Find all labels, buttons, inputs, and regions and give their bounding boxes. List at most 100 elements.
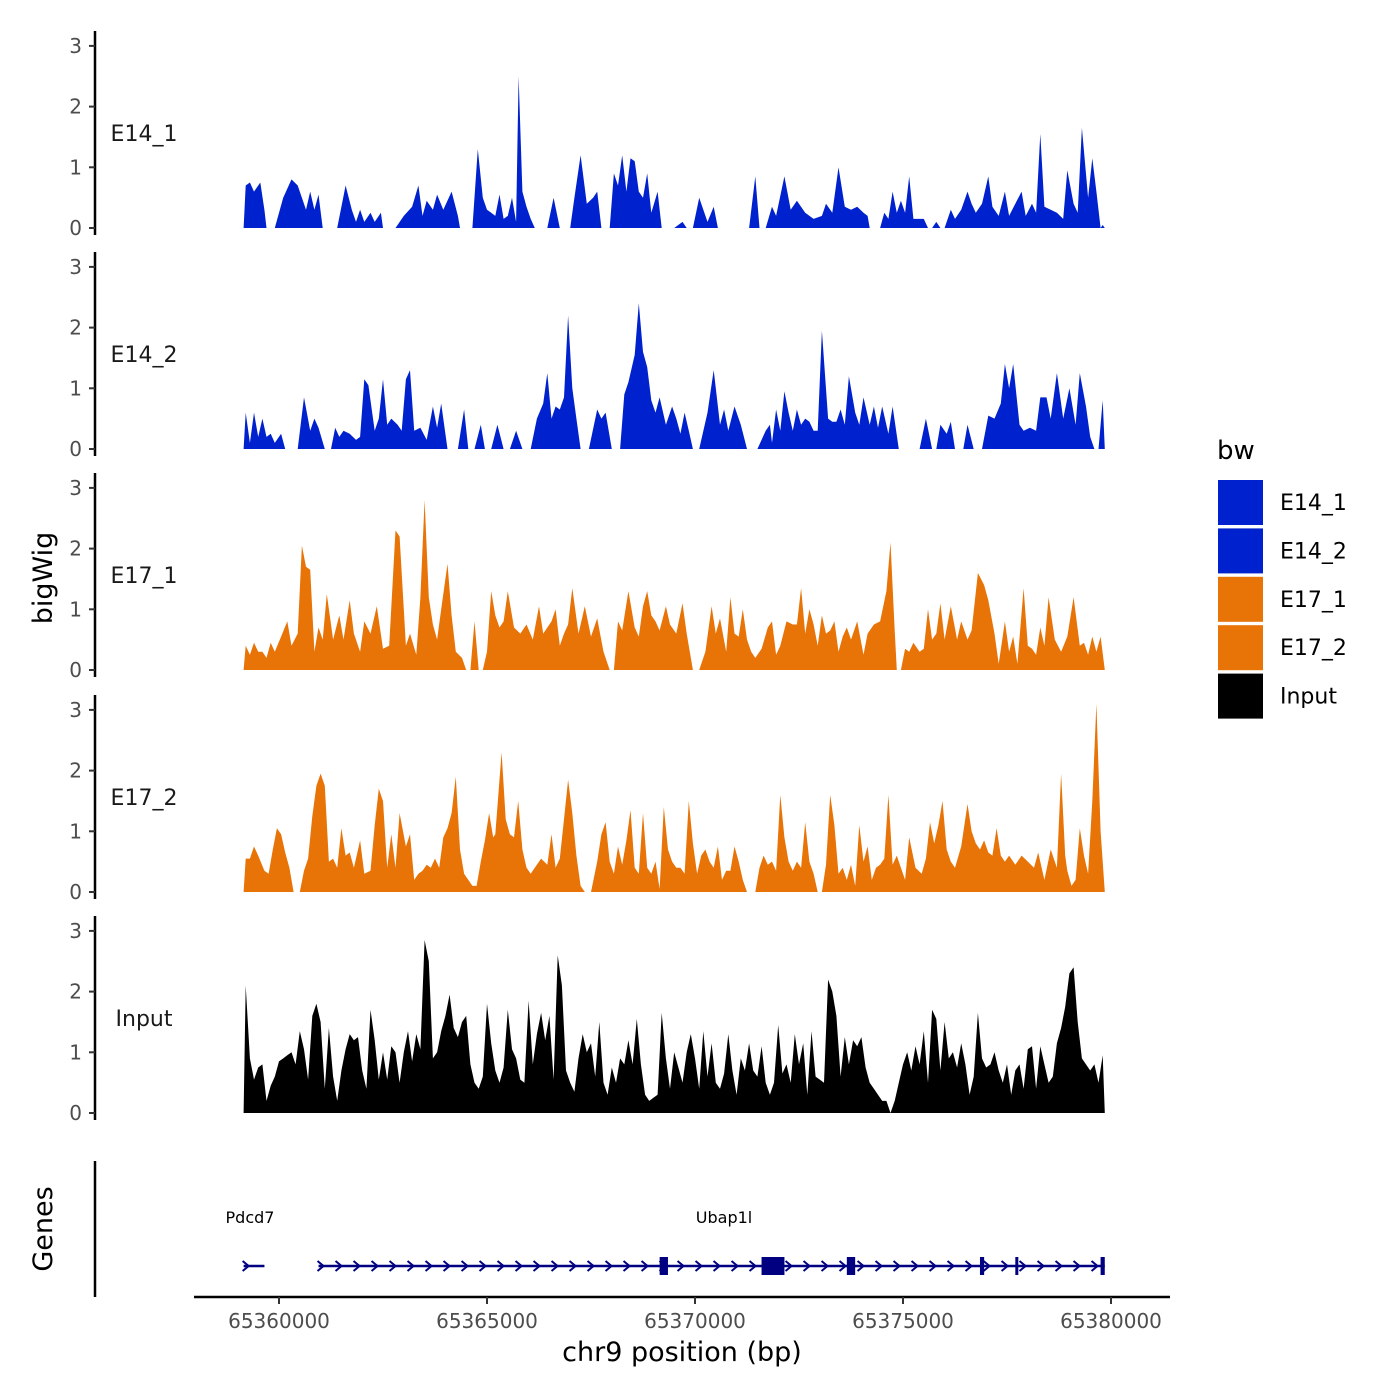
legend-item: E14_1	[1218, 480, 1347, 525]
x-axis-title: chr9 position (bp)	[562, 1337, 802, 1368]
signal-area-e14-2	[243, 303, 1105, 449]
strand-arrow	[352, 1260, 362, 1272]
y-tick-label: 2	[69, 316, 82, 340]
strand-arrow	[1000, 1260, 1010, 1272]
gene-label: Ubap1l	[696, 1208, 752, 1227]
strand-arrow	[1090, 1260, 1100, 1272]
gene-ubap1l: Ubap1l	[316, 1208, 1105, 1275]
track-e14-1: 0 1 2 3 E14_1	[69, 31, 1105, 240]
legend-label: E17_2	[1280, 636, 1347, 661]
strand-arrow	[514, 1260, 524, 1272]
gene-pdcd7: Pdcd7	[226, 1208, 275, 1272]
strand-arrow	[496, 1260, 506, 1272]
legend-swatch	[1218, 480, 1263, 525]
x-tick-label: 65380000	[1060, 1309, 1162, 1333]
exon	[979, 1257, 985, 1275]
signal-area-input	[243, 940, 1105, 1113]
strand-arrow	[964, 1260, 974, 1272]
strand-arrow	[241, 1260, 251, 1272]
y-tick-label: 1	[69, 376, 82, 400]
x-tick-label: 65360000	[228, 1309, 330, 1333]
track-label: E17_2	[111, 786, 178, 811]
legend-label: E17_1	[1280, 588, 1347, 613]
signal-area-e14-1	[243, 76, 1105, 228]
legend-swatch	[1218, 625, 1263, 671]
strand-arrow	[946, 1260, 956, 1272]
track-e17-2: 0 1 2 3 E17_2	[69, 695, 1105, 904]
y-axis-title: bigWig	[28, 532, 59, 625]
gene-label: Pdcd7	[226, 1208, 275, 1227]
y-tick-label: 0	[69, 1101, 82, 1125]
y-tick-label: 1	[69, 155, 82, 179]
y-tick-label: 1	[69, 819, 82, 843]
legend-item: E14_2	[1218, 528, 1347, 574]
y-tick-label: 3	[69, 476, 82, 500]
signal-tracks: 0 1 2 3 E14_1 0 1 2 3 E14_2 0 1 2 3 E17_1 0 1 2 3 E17_2 0 1 2 3…	[69, 31, 1105, 1125]
strand-arrow	[838, 1260, 848, 1272]
y-tick-label: 0	[69, 216, 82, 240]
y-tick-label: 0	[69, 658, 82, 682]
strand-arrow	[460, 1260, 470, 1272]
legend-item: E17_2	[1218, 625, 1347, 671]
strand-arrow	[730, 1260, 740, 1272]
track-label: E14_1	[111, 122, 178, 147]
strand-arrow	[370, 1260, 380, 1272]
legend-swatch	[1218, 528, 1263, 574]
strand-arrow	[478, 1260, 488, 1272]
x-tick-label: 65375000	[852, 1309, 954, 1333]
track-e17-1: 0 1 2 3 E17_1	[69, 473, 1105, 682]
strand-arrow	[640, 1260, 650, 1272]
y-tick-label: 1	[69, 1040, 82, 1064]
legend-item: Input	[1218, 673, 1337, 719]
strand-arrow	[334, 1260, 344, 1272]
legend-label: E14_1	[1280, 491, 1347, 516]
strand-arrow	[1036, 1260, 1046, 1272]
strand-arrow	[694, 1260, 704, 1272]
strand-arrow	[1054, 1260, 1064, 1272]
legend-title: bw	[1217, 436, 1255, 466]
track-label: E14_2	[111, 343, 178, 368]
strand-arrow	[982, 1260, 992, 1272]
legend: E14_1 E14_2 E17_1 E17_2 Input	[1218, 480, 1347, 719]
strand-arrow	[532, 1260, 542, 1272]
legend-label: Input	[1280, 685, 1337, 710]
exon	[659, 1257, 668, 1275]
exon	[761, 1257, 785, 1275]
y-tick-label: 2	[69, 980, 82, 1004]
strand-arrow	[802, 1260, 812, 1272]
y-tick-label: 1	[69, 597, 82, 621]
strand-arrow	[676, 1260, 686, 1272]
strand-arrow	[874, 1260, 884, 1272]
strand-arrow	[442, 1260, 452, 1272]
y-tick-label: 3	[69, 698, 82, 722]
strand-arrow	[424, 1260, 434, 1272]
strand-arrow	[406, 1260, 416, 1272]
y-tick-label: 3	[69, 919, 82, 943]
strand-arrow	[550, 1260, 560, 1272]
y-tick-label: 0	[69, 437, 82, 461]
signal-area-e17-1	[243, 500, 1105, 670]
strand-arrow	[568, 1260, 578, 1272]
x-axis: 65360000 65365000 65370000 65375000 65380000	[194, 1295, 1170, 1333]
track-input: 0 1 2 3 Input	[69, 916, 1105, 1125]
strand-arrow	[820, 1260, 830, 1272]
strand-arrow	[928, 1260, 938, 1272]
exon	[846, 1257, 856, 1275]
track-e14-2: 0 1 2 3 E14_2	[69, 252, 1105, 461]
y-tick-label: 3	[69, 34, 82, 58]
strand-arrow	[1072, 1260, 1082, 1272]
legend-item: E17_1	[1218, 576, 1347, 622]
x-tick-label: 65365000	[436, 1309, 538, 1333]
strand-arrow	[316, 1260, 326, 1272]
strand-arrow	[712, 1260, 722, 1272]
strand-arrow	[856, 1260, 866, 1272]
y-tick-label: 3	[69, 255, 82, 279]
strand-arrow	[892, 1260, 902, 1272]
track-label: Input	[116, 1007, 173, 1032]
strand-arrow	[586, 1260, 596, 1272]
strand-arrow	[604, 1260, 614, 1272]
track-label: E17_1	[111, 564, 178, 589]
exon	[1100, 1257, 1105, 1275]
exon	[1015, 1257, 1019, 1275]
